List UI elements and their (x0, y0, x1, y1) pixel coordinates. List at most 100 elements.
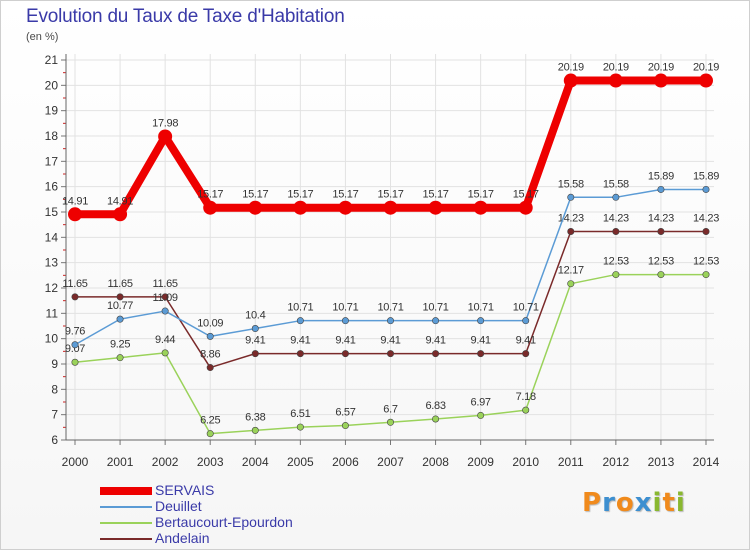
x-tick-label: 2012 (603, 455, 630, 469)
data-point-deuillet (206, 332, 214, 340)
data-label-servais: 15.17 (423, 189, 449, 201)
data-point-deuillet (612, 193, 620, 201)
y-tick-label: 17 (45, 154, 59, 168)
data-point-deuillet (432, 317, 440, 325)
data-point-bertaucourt-epourdon (116, 354, 124, 362)
data-point-bertaucourt-epourdon (432, 415, 440, 423)
data-point-bertaucourt-epourdon (386, 418, 394, 426)
y-tick-label: 6 (51, 433, 58, 447)
data-point-bertaucourt-epourdon (251, 426, 259, 434)
data-label-bertaucourt-epourdon: 6.51 (290, 408, 310, 420)
x-tick-label: 2000 (62, 455, 89, 469)
data-label-deuillet: 10.4 (245, 310, 265, 322)
data-point-andelain (612, 228, 620, 236)
data-point-andelain (116, 293, 124, 301)
y-tick-label: 18 (45, 129, 59, 143)
data-label-andelain: 9.41 (425, 335, 445, 347)
data-label-andelain: 8.86 (200, 349, 220, 361)
data-point-andelain (522, 350, 530, 358)
data-point-bertaucourt-epourdon (341, 422, 349, 430)
data-label-servais: 15.17 (242, 189, 268, 201)
data-point-bertaucourt-epourdon (702, 271, 710, 279)
x-tick-label: 2009 (467, 455, 494, 469)
data-label-servais: 15.17 (287, 189, 313, 201)
data-label-bertaucourt-epourdon: 9.44 (155, 334, 175, 346)
data-point-servais (608, 73, 623, 88)
data-label-bertaucourt-epourdon: 6.25 (200, 415, 220, 427)
chart-subtitle: (en %) (26, 31, 59, 43)
data-point-deuillet (702, 185, 710, 193)
data-point-andelain (161, 293, 169, 301)
data-label-deuillet: 10.71 (332, 302, 358, 314)
y-tick-label: 11 (46, 306, 59, 320)
data-point-bertaucourt-epourdon (567, 280, 575, 288)
legend-swatch (100, 506, 152, 508)
data-point-servais (68, 207, 82, 222)
y-tick-label: 16 (45, 180, 59, 194)
legend-label: Andelain (155, 530, 210, 546)
data-point-deuillet (296, 317, 304, 325)
y-tick-label: 12 (45, 281, 59, 295)
data-point-andelain (477, 350, 485, 358)
data-point-servais (293, 200, 308, 215)
x-tick-label: 2004 (242, 455, 269, 469)
x-tick-label: 2010 (512, 455, 539, 469)
data-label-andelain: 9.41 (290, 335, 310, 347)
data-label-andelain: 11.65 (153, 278, 178, 290)
data-point-andelain (386, 350, 394, 358)
data-label-servais: 15.17 (468, 189, 494, 201)
proxiti-logo: Proxiti (582, 488, 686, 518)
data-label-deuillet: 10.71 (287, 302, 313, 314)
y-tick-label: 9 (51, 357, 58, 371)
data-label-deuillet: 10.77 (107, 300, 133, 312)
data-label-bertaucourt-epourdon: 7.18 (516, 391, 536, 403)
data-label-deuillet: 15.58 (603, 178, 629, 190)
data-point-deuillet (71, 341, 79, 349)
data-point-andelain (567, 228, 575, 236)
data-point-servais (699, 73, 713, 88)
data-label-deuillet: 15.89 (693, 170, 719, 182)
y-tick-label: 14 (45, 230, 59, 244)
x-tick-label: 2014 (693, 455, 720, 469)
data-label-servais: 20.19 (603, 62, 629, 74)
x-tick-label: 2008 (422, 455, 449, 469)
x-tick-label: 2003 (197, 455, 224, 469)
y-tick-label: 8 (51, 382, 58, 396)
data-label-bertaucourt-epourdon: 6.38 (245, 411, 265, 423)
chart-title: Evolution du Taux de Taxe d'Habitation (26, 6, 345, 27)
data-label-servais: 20.19 (693, 62, 719, 74)
data-point-servais (338, 200, 353, 215)
data-label-bertaucourt-epourdon: 12.17 (558, 265, 584, 277)
data-point-servais (653, 73, 668, 88)
legend-label: Bertaucourt-Epourdon (155, 514, 293, 530)
data-label-bertaucourt-epourdon: 12.53 (648, 256, 674, 268)
x-tick-label: 2001 (107, 455, 134, 469)
data-point-deuillet (657, 185, 665, 193)
data-point-bertaucourt-epourdon (296, 423, 304, 431)
data-label-deuillet: 10.09 (197, 317, 223, 329)
data-label-andelain: 9.41 (335, 335, 355, 347)
data-label-deuillet: 10.71 (423, 302, 449, 314)
legend-swatch (100, 538, 152, 540)
data-label-deuillet: 11.09 (153, 292, 178, 304)
y-tick-label: 10 (45, 332, 59, 346)
data-label-andelain: 11.65 (62, 278, 87, 290)
data-label-andelain: 11.65 (107, 278, 132, 290)
data-point-bertaucourt-epourdon (612, 271, 620, 279)
y-tick-label: 20 (45, 78, 59, 92)
data-point-servais (563, 73, 578, 88)
data-point-andelain (341, 350, 349, 358)
data-label-deuillet: 10.71 (513, 302, 539, 314)
data-label-andelain: 14.23 (693, 213, 719, 225)
y-tick-label: 7 (51, 408, 58, 422)
legend-label: Deuillet (155, 498, 202, 514)
data-point-andelain (71, 293, 79, 301)
data-point-servais (248, 200, 263, 215)
data-label-bertaucourt-epourdon: 6.7 (383, 403, 398, 415)
data-point-servais (113, 207, 128, 222)
data-point-andelain (296, 350, 304, 358)
y-tick-label: 15 (45, 205, 59, 219)
data-point-andelain (432, 350, 440, 358)
data-point-bertaucourt-epourdon (71, 358, 79, 366)
